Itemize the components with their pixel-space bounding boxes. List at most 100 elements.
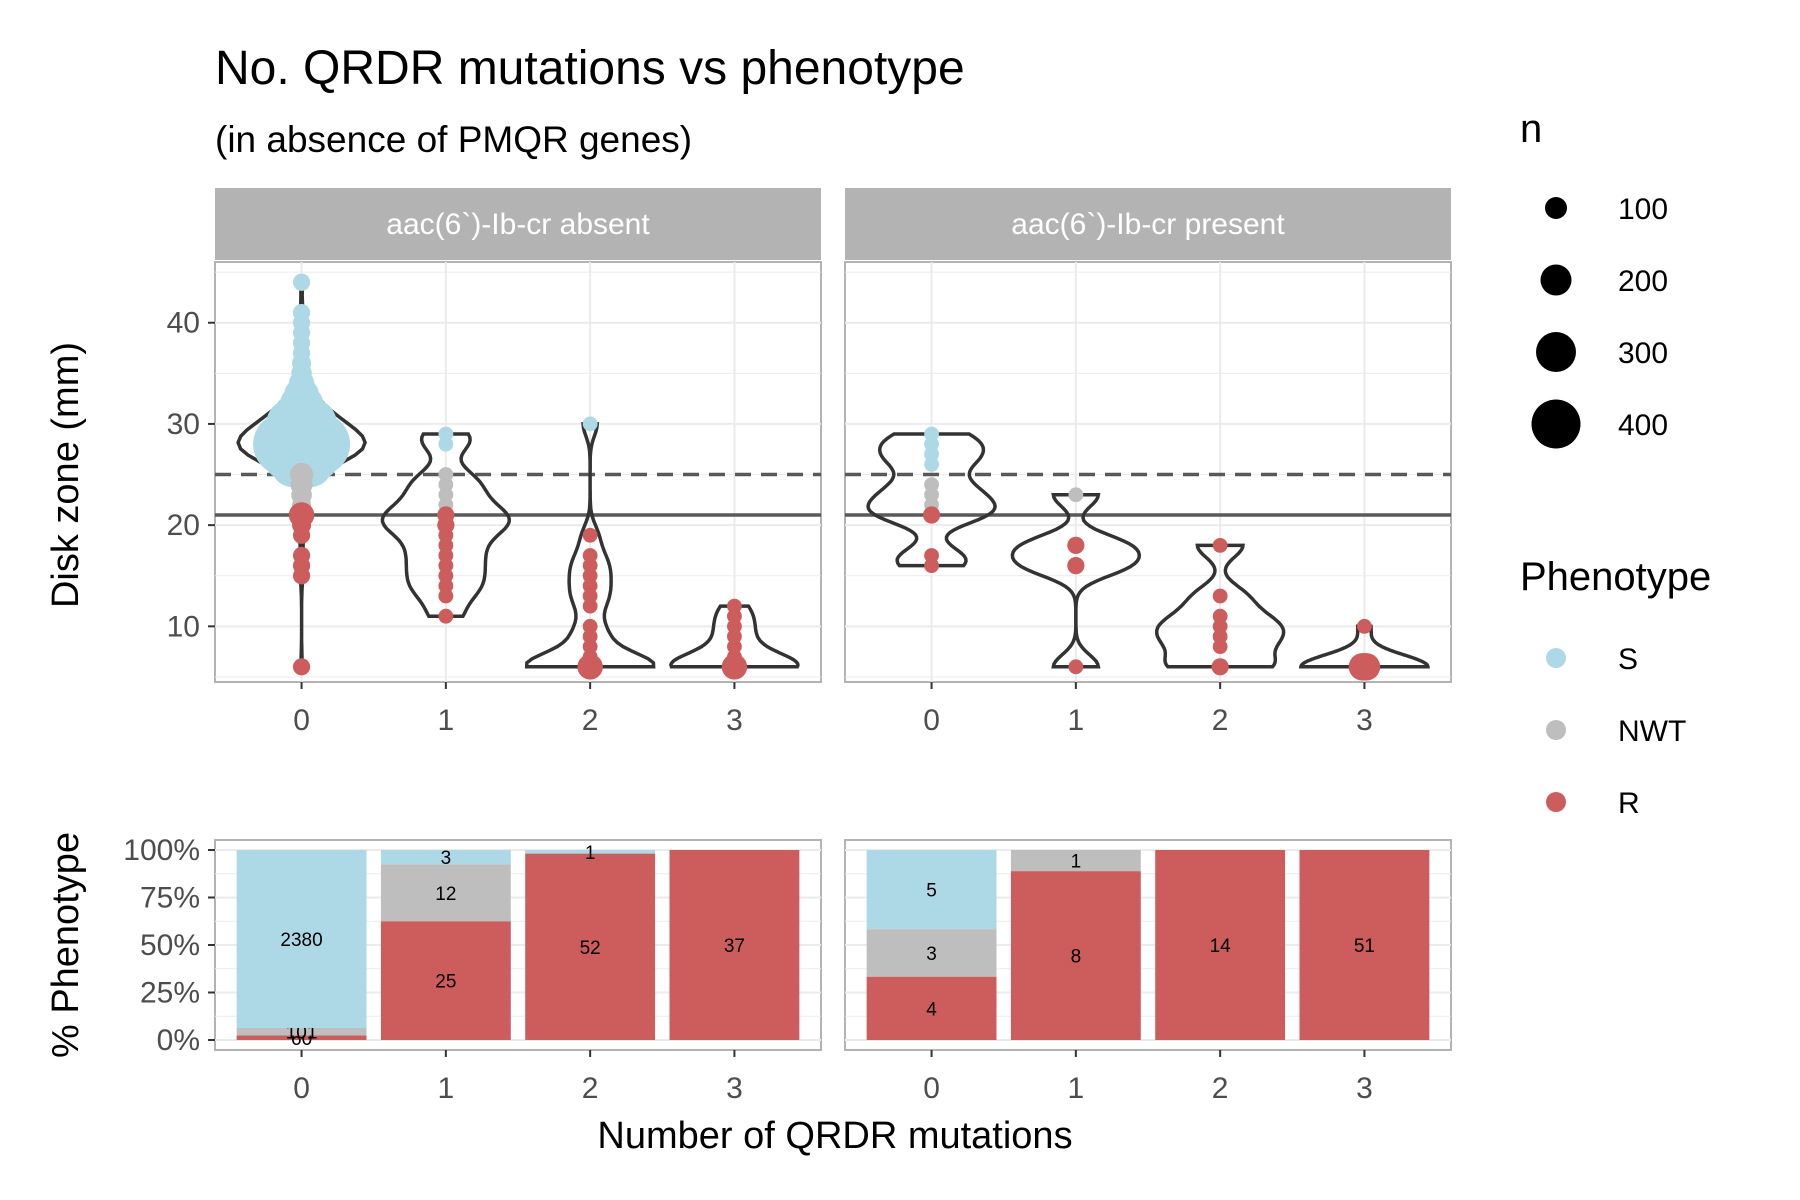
data-point [924,426,939,442]
data-point [1212,537,1228,553]
color-legend-label: S [1618,643,1638,676]
y-tick-label: 10 [167,610,200,643]
color-legend-key [1546,792,1566,812]
y-tick-label: 50% [140,929,200,962]
bar-count-label: 12 [435,884,456,905]
violin-shape [380,432,512,618]
data-point [438,588,454,604]
bar-count-label: 1 [1071,852,1082,873]
data-point [577,654,603,680]
chart-subtitle: (in absence of PMQR genes) [215,119,692,160]
bar-segment-nwt [236,1027,367,1036]
data-point [292,658,311,676]
bar-segment-r [236,1035,367,1040]
data-point [727,629,742,644]
data-point [438,578,454,594]
data-point [582,558,598,574]
data-point [1067,536,1085,554]
color-legend-key [1546,648,1566,668]
data-point [924,457,939,472]
data-point [727,639,742,654]
data-point [582,618,598,634]
bar-segment-r [380,921,511,1040]
color-legend-title: Phenotype [1520,555,1711,599]
data-point [438,558,454,574]
data-point [1212,618,1228,634]
x-tick-label: 0 [923,704,940,737]
size-legend: 100 200 300 400 [1531,193,1668,449]
y-tick-label: 75% [140,882,200,915]
data-point [582,578,598,594]
data-point [438,537,454,553]
data-point [924,436,939,452]
data-point [438,608,454,624]
facet-strip-label: aac(6`)-Ib-cr present [1011,208,1285,241]
bar-count-label: 14 [1210,936,1232,957]
bar-count-label: 8 [1071,947,1082,968]
size-legend-label: 100 [1618,193,1668,226]
bar-count-label: 3 [926,944,937,965]
bar-segment-nwt [380,864,511,922]
data-point [582,598,598,614]
data-point [438,426,454,442]
x-tick-label: 0 [293,704,310,737]
chart-title: No. QRDR mutations vs phenotype [215,42,965,95]
size-legend-label: 400 [1618,409,1668,442]
size-legend-label: 300 [1618,337,1668,370]
data-point [727,618,742,634]
violin-facet: aac(6`)-Ib-cr absent 0 1 2 3 [214,188,822,737]
bar-segment-nwt [1010,850,1141,872]
bar-y-axis-title: % Phenotype [45,832,87,1058]
data-point [924,548,939,563]
bar-count-label: 5 [926,881,937,902]
data-point [438,548,454,563]
panel-background [844,261,1452,683]
data-point [292,567,311,585]
size-legend-key [1545,197,1567,219]
bar-segment-s [236,850,367,1028]
x-tick-label: 1 [1068,1072,1085,1105]
x-tick-label: 1 [1068,704,1085,737]
data-point [438,477,454,493]
y-tick-label: 100% [123,834,200,867]
data-point [438,568,454,584]
x-tick-label: 0 [293,1072,310,1105]
x-tick-label: 0 [923,1072,940,1105]
y-tick-label: 20 [167,509,200,542]
x-tick-label: 3 [726,1072,743,1105]
x-tick-label: 2 [1212,1072,1229,1105]
x-tick-label: 2 [582,704,599,737]
color-legend-label: R [1618,787,1640,820]
data-point [582,416,598,432]
violin-shape [1154,543,1286,669]
bar-count-label: 52 [580,938,601,959]
data-point [1068,659,1084,675]
bar-count-label: 4 [926,999,937,1020]
bar-segment-s [380,850,511,865]
data-point [438,467,454,482]
x-tick-label: 3 [1356,1072,1373,1105]
data-point [1352,653,1381,681]
bar-count-label: 101 [286,1023,318,1044]
x-tick-label: 1 [438,704,455,737]
size-legend-key [1536,332,1576,372]
bar-segment-s [525,850,656,854]
data-point [1357,618,1372,634]
facet-strip [215,188,821,260]
color-legend-key [1546,720,1566,740]
data-point [1212,588,1228,604]
legend: n 100 200 300 400 Phenotype S NWT R [1520,107,1711,820]
size-legend-key [1531,399,1581,449]
y-tick-label: 30 [167,408,200,441]
size-legend-label: 200 [1618,265,1668,298]
data-point [727,608,742,624]
data-point [924,487,939,503]
bar-count-label: 37 [724,936,745,957]
x-tick-label: 2 [582,1072,599,1105]
data-point [438,487,454,503]
x-tick-label: 2 [1212,704,1229,737]
violin-shape [1010,493,1142,669]
